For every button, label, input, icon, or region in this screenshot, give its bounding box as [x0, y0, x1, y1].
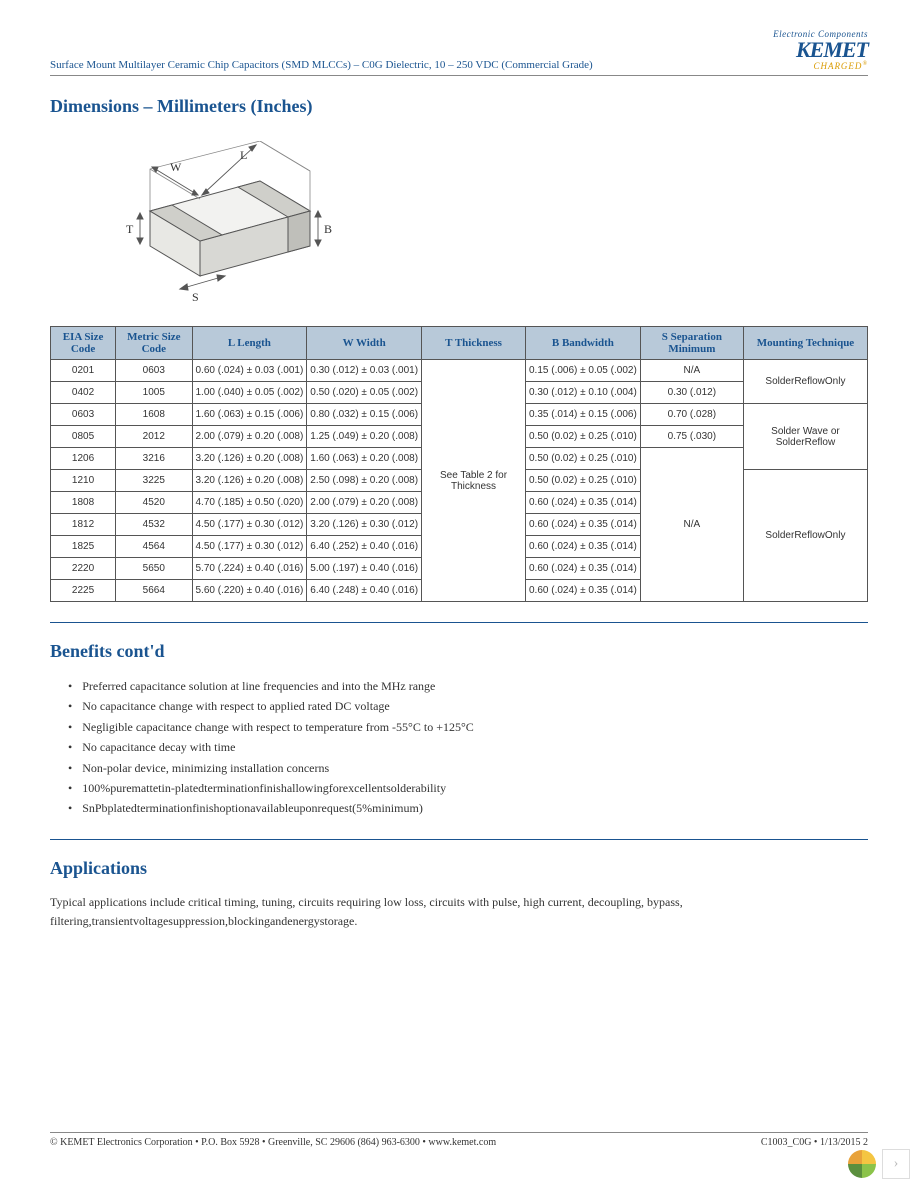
- list-item: 100%puremattetin-platedterminationfinish…: [68, 778, 868, 798]
- table-row: 020106030.60 (.024) ± 0.03 (.001)0.30 (.…: [51, 360, 868, 382]
- diagram-label-t: T: [126, 222, 134, 236]
- col-eia: EIA Size Code: [51, 327, 116, 360]
- list-item: Negligible capacitance change with respe…: [68, 717, 868, 737]
- divider: [50, 839, 868, 840]
- diagram-label-s: S: [192, 290, 199, 304]
- footer-left: © KEMET Electronics Corporation • P.O. B…: [50, 1137, 496, 1148]
- list-item: Preferred capacitance solution at line f…: [68, 676, 868, 696]
- header: Surface Mount Multilayer Ceramic Chip Ca…: [50, 30, 868, 76]
- logo-tagline-bottom: CHARGED®: [773, 61, 868, 71]
- table-header-row: EIA Size Code Metric Size Code L Length …: [51, 327, 868, 360]
- divider: [50, 622, 868, 623]
- document-title: Surface Mount Multilayer Ceramic Chip Ca…: [50, 59, 593, 71]
- footer-right: C1003_C0G • 1/13/2015 2: [761, 1137, 868, 1148]
- dimensions-heading: Dimensions – Millimeters (Inches): [50, 96, 868, 117]
- logo-brand: KEMET: [773, 39, 868, 61]
- diagram-label-w: W: [170, 160, 182, 174]
- col-length: L Length: [192, 327, 307, 360]
- col-mounting: Mounting Technique: [743, 327, 867, 360]
- corner-widget: ›: [846, 1148, 910, 1180]
- separation-na-cell: N/A: [640, 448, 743, 602]
- pinwheel-icon: [846, 1148, 878, 1180]
- thickness-merged-cell: See Table 2 for Thickness: [422, 360, 526, 602]
- logo: Electronic Components KEMET CHARGED®: [773, 30, 868, 71]
- chip-dimension-diagram: W L T B S: [80, 141, 340, 311]
- col-bandwidth: B Bandwidth: [526, 327, 641, 360]
- col-width: W Width: [307, 327, 422, 360]
- page: Surface Mount Multilayer Ceramic Chip Ca…: [0, 0, 918, 1188]
- list-item: No capacitance decay with time: [68, 737, 868, 757]
- mounting-cell: SolderReflowOnly: [743, 470, 867, 602]
- mounting-cell: SolderReflowOnly: [743, 360, 867, 404]
- list-item: No capacitance change with respect to ap…: [68, 696, 868, 716]
- list-item: SnPbplatedterminationfinishoptionavailab…: [68, 798, 868, 818]
- col-thickness: T Thickness: [422, 327, 526, 360]
- applications-heading: Applications: [50, 858, 868, 879]
- diagram-label-l: L: [240, 148, 247, 162]
- benefits-heading: Benefits cont'd: [50, 641, 868, 662]
- list-item: Non-polar device, minimizing installatio…: [68, 758, 868, 778]
- applications-text: Typical applications include critical ti…: [50, 893, 868, 931]
- next-page-button[interactable]: ›: [882, 1149, 910, 1179]
- footer: © KEMET Electronics Corporation • P.O. B…: [50, 1132, 868, 1148]
- col-metric: Metric Size Code: [116, 327, 192, 360]
- diagram-label-b: B: [324, 222, 332, 236]
- benefits-list: Preferred capacitance solution at line f…: [50, 676, 868, 819]
- col-separation: S Separation Minimum: [640, 327, 743, 360]
- dimensions-table: EIA Size Code Metric Size Code L Length …: [50, 326, 868, 602]
- mounting-cell: Solder Wave or SolderReflow: [743, 404, 867, 470]
